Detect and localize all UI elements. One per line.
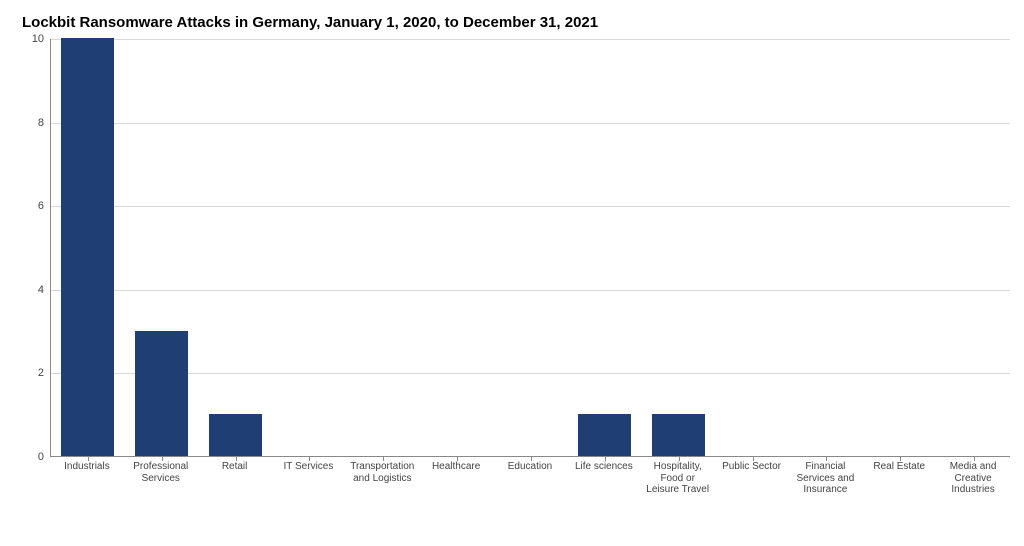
x-axis-labels: Industrials Professional Services Retail IT… (50, 461, 1010, 531)
chart-wrap: Industrials Professional Services Retail IT… (20, 39, 1010, 537)
x-axis-label: Media and Creative Industries (938, 461, 1008, 496)
x-axis-label: Hospitality, Food or Leisure Travel (643, 461, 713, 496)
y-tick-label: 6 (22, 200, 44, 212)
y-tick-label: 10 (22, 33, 44, 45)
x-axis-label: Industrials (52, 461, 122, 473)
bar (652, 414, 705, 456)
x-axis-label: IT Services (274, 461, 344, 473)
plot-area (50, 39, 1010, 457)
x-axis-label: Life sciences (569, 461, 639, 473)
y-tick-label: 4 (22, 284, 44, 296)
bar (61, 38, 114, 456)
bar (135, 331, 188, 456)
x-axis-label: Public Sector (717, 461, 787, 473)
x-axis-label: Retail (200, 461, 270, 473)
y-tick-label: 0 (22, 451, 44, 463)
y-tick-label: 2 (22, 367, 44, 379)
x-axis-label: Financial Services and Insurance (790, 461, 860, 496)
x-axis-label: Education (495, 461, 565, 473)
bars-layer (51, 39, 1010, 456)
x-axis-label: Professional Services (126, 461, 196, 484)
chart-title: Lockbit Ransomware Attacks in Germany, J… (22, 14, 1004, 31)
chart-container: Lockbit Ransomware Attacks in Germany, J… (0, 0, 1024, 546)
x-axis-label: Transportation and Logistics (347, 461, 417, 484)
x-axis-label: Real Estate (864, 461, 934, 473)
bar (209, 414, 262, 456)
bar (578, 414, 631, 456)
y-tick-label: 8 (22, 117, 44, 129)
x-axis-label: Healthcare (421, 461, 491, 473)
